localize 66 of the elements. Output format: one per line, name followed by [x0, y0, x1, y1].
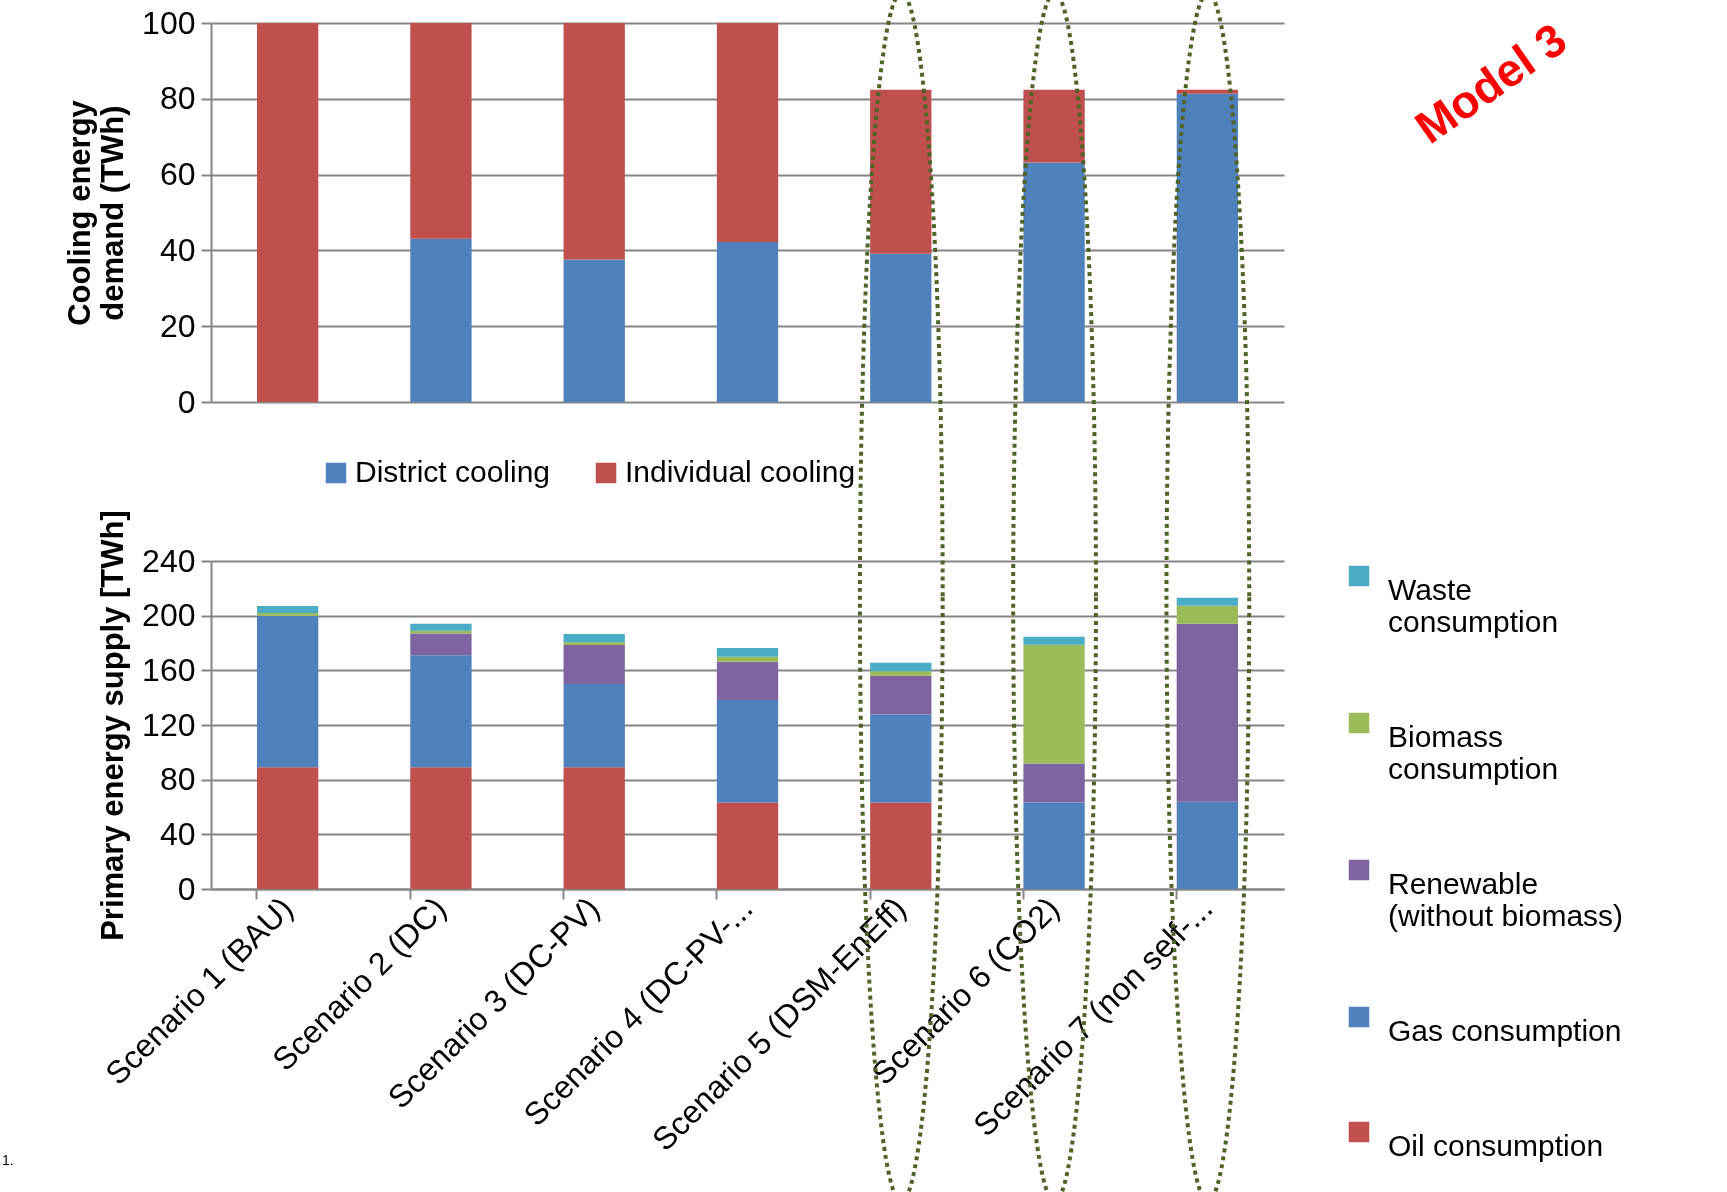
y-tick-label: 80 [159, 761, 196, 798]
bar [870, 662, 932, 672]
bar [1023, 89, 1085, 163]
bar [870, 89, 932, 254]
bar [410, 767, 472, 889]
y-tick-label: 0 [177, 870, 196, 907]
text: 1. [2, 1152, 14, 1168]
bar [256, 23, 319, 402]
y-tick-label: 60 [159, 156, 196, 193]
bar [563, 767, 625, 889]
legend-label: Waste consumption [1388, 573, 1559, 638]
bar [1023, 763, 1085, 803]
bar [256, 612, 319, 616]
bar [870, 675, 932, 715]
bar [870, 714, 932, 803]
legend-label: District cooling [355, 455, 551, 488]
legend-label: Renewable (without biomass) [1388, 867, 1624, 932]
bar [1023, 802, 1085, 889]
bar [716, 23, 779, 243]
y-tick-label: 200 [142, 597, 196, 634]
bar [410, 23, 472, 239]
bar [410, 655, 472, 768]
y-axis-title: Cooling energy demand (TWh) [62, 99, 131, 326]
legend-label: Oil consumption [1388, 1129, 1604, 1162]
bar [563, 634, 625, 643]
bar [410, 238, 472, 402]
bar [716, 647, 779, 657]
bar [1023, 636, 1085, 645]
bar [870, 253, 932, 402]
bar [716, 699, 779, 803]
y-tick-label: 20 [159, 307, 196, 344]
bar [870, 671, 932, 676]
bar [716, 802, 779, 889]
bar [1023, 162, 1085, 402]
bar [410, 633, 472, 656]
y-tick-label: 80 [159, 80, 196, 117]
bar [410, 623, 472, 631]
legend-label: Individual cooling [625, 455, 856, 488]
bar [1176, 605, 1239, 624]
bar [256, 615, 319, 768]
bar [1023, 644, 1085, 764]
bar [563, 259, 625, 402]
bar [870, 802, 932, 889]
y-tick-label: 100 [142, 4, 196, 41]
bar [256, 606, 319, 613]
bar [563, 684, 625, 768]
bar [1176, 93, 1239, 402]
y-tick-label: 40 [159, 231, 196, 268]
bar [716, 242, 779, 402]
bar [256, 767, 319, 889]
bar [563, 23, 625, 260]
bar [563, 645, 625, 684]
y-tick-label: 160 [142, 651, 196, 688]
legend-label: Gas consumption [1388, 1014, 1622, 1047]
y-tick-label: 40 [159, 815, 196, 852]
y-tick-label: 240 [142, 542, 196, 579]
bar [563, 642, 625, 646]
legend-label: Biomass consumption [1388, 720, 1559, 785]
bar [1176, 597, 1239, 606]
bar [716, 656, 779, 662]
bar [716, 661, 779, 700]
bar [1176, 801, 1239, 889]
y-tick-label: 120 [142, 706, 196, 743]
y-tick-label: 0 [177, 383, 196, 420]
y-axis-title: Primary energy supply [TWh] [95, 510, 131, 941]
bar [1176, 623, 1239, 802]
